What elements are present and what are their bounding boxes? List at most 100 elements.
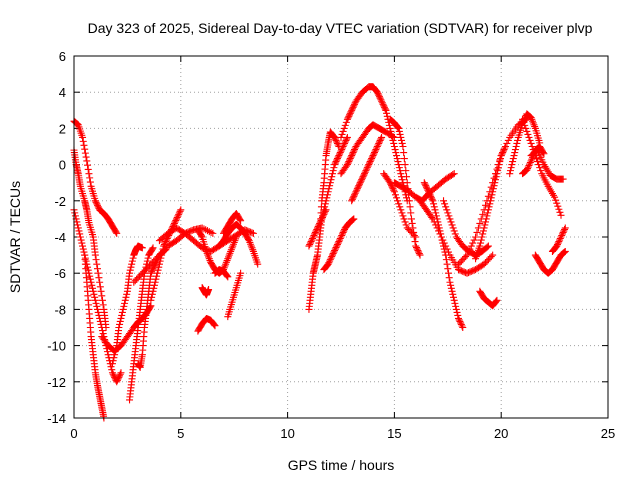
data-point: [356, 180, 364, 188]
data-point: [442, 256, 450, 264]
data-point: [551, 193, 559, 201]
data-point: [209, 229, 217, 237]
data-point: [316, 227, 324, 235]
data-point: [472, 233, 480, 241]
data-point: [413, 245, 421, 253]
data-point: [330, 248, 338, 256]
data-point: [488, 191, 496, 199]
data-point: [394, 197, 402, 205]
data-point: [556, 208, 564, 216]
data-point: [346, 155, 354, 163]
data-point: [452, 305, 460, 313]
data-point: [553, 199, 561, 207]
data-point: [148, 268, 156, 276]
data-point: [376, 136, 384, 144]
data-point: [358, 176, 366, 184]
data-point: [526, 158, 534, 166]
data-point: [112, 345, 120, 353]
data-point: [489, 251, 497, 259]
data-point: [539, 149, 547, 157]
chart-title: Day 323 of 2025, Sidereal Day-to-day VTE…: [88, 20, 593, 36]
data-point: [449, 293, 457, 301]
data-point: [223, 272, 231, 280]
data-point: [375, 138, 383, 146]
data-point: [77, 236, 85, 244]
data-point: [463, 251, 471, 259]
data-point: [176, 207, 184, 215]
data-point: [470, 236, 478, 244]
data-point: [326, 179, 334, 187]
data-point: [469, 239, 477, 247]
data-point: [367, 156, 375, 164]
data-point: [449, 171, 457, 179]
data-point: [381, 105, 389, 113]
data-point: [446, 278, 454, 286]
data-point: [430, 218, 438, 226]
series-arc-40: [531, 247, 569, 277]
x-axis-label: GPS time / hours: [288, 457, 395, 473]
data-point: [153, 272, 161, 280]
data-point: [316, 219, 324, 227]
data-point: [91, 197, 99, 205]
data-point: [387, 127, 395, 135]
data-point: [329, 250, 337, 258]
data-point: [331, 245, 339, 253]
data-point: [108, 360, 116, 368]
data-point: [447, 284, 455, 292]
data-point: [128, 257, 136, 265]
data-point: [200, 225, 208, 233]
data-point: [553, 241, 561, 249]
data-point: [489, 185, 497, 193]
data-point: [156, 257, 164, 265]
data-point: [328, 251, 336, 259]
data-point: [351, 191, 359, 199]
data-point: [443, 206, 451, 214]
data-point: [366, 158, 374, 166]
data-point: [476, 219, 484, 227]
data-point: [427, 192, 435, 200]
data-point: [348, 152, 356, 160]
data-point: [457, 319, 465, 327]
data-point: [495, 161, 503, 169]
data-point: [448, 221, 456, 229]
data-point: [153, 269, 161, 277]
data-point: [557, 233, 565, 241]
data-point: [395, 124, 403, 132]
data-point: [348, 106, 356, 114]
data-point: [359, 173, 367, 181]
data-point: [537, 167, 545, 175]
data-point: [326, 257, 334, 265]
data-point: [448, 287, 456, 295]
series-arc-18: [211, 266, 232, 281]
data-point: [126, 269, 134, 277]
data-point: [79, 242, 87, 250]
series-arc-29: [390, 170, 458, 205]
data-point: [486, 200, 494, 208]
data-point: [555, 205, 563, 213]
data-point: [433, 224, 441, 232]
data-point: [308, 236, 316, 244]
data-point: [430, 203, 438, 211]
data-point: [492, 297, 500, 305]
data-point: [526, 136, 534, 144]
data-point: [93, 302, 101, 310]
series-arc-28: [380, 170, 420, 241]
data-point: [493, 296, 501, 304]
data-point: [421, 180, 429, 188]
data-point: [149, 287, 157, 295]
data-point: [436, 230, 444, 238]
data-point: [391, 191, 399, 199]
data-point: [536, 164, 544, 172]
data-point: [432, 221, 440, 229]
data-point: [372, 146, 380, 154]
data-point: [333, 156, 341, 164]
data-point: [82, 153, 90, 161]
data-point: [559, 175, 567, 183]
data-point: [451, 230, 459, 238]
data-point: [428, 213, 436, 221]
data-point: [346, 109, 354, 117]
data-point: [119, 305, 127, 313]
data-point: [155, 260, 163, 268]
data-point: [456, 317, 464, 325]
data-point: [81, 145, 89, 153]
